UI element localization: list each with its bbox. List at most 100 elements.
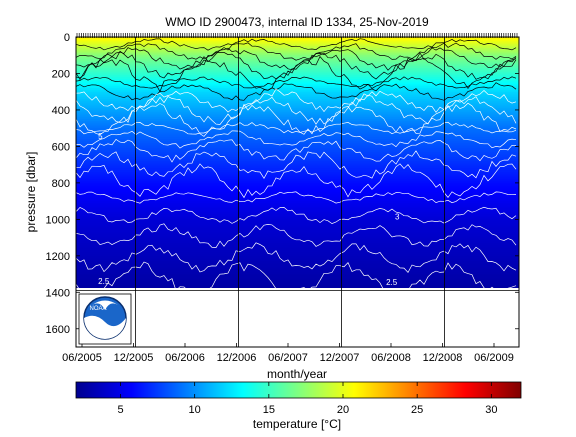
temperature-band bbox=[76, 97, 519, 100]
y-tick-label: 1000 bbox=[46, 214, 70, 226]
temperature-band bbox=[76, 184, 519, 188]
temperature-band bbox=[76, 117, 519, 120]
temperature-band bbox=[76, 99, 519, 102]
isotherm-line bbox=[76, 42, 517, 61]
temperature-band bbox=[76, 68, 519, 71]
y-tick-label: 800 bbox=[52, 178, 70, 190]
x-axis: 06/2005 12/2005 06/2006 12/2006 06/2007 12/20… bbox=[62, 343, 514, 364]
temperature-band bbox=[76, 274, 519, 277]
temperature-band bbox=[76, 135, 519, 138]
isotherm-line bbox=[76, 38, 517, 51]
temperature-band bbox=[76, 221, 519, 224]
y-tick-label: 1200 bbox=[46, 251, 70, 263]
temperature-band bbox=[76, 186, 519, 189]
temperature-band bbox=[76, 182, 519, 186]
temperature-band bbox=[76, 49, 519, 53]
temperature-band bbox=[76, 244, 519, 248]
temperature-band bbox=[76, 73, 519, 76]
temperature-band bbox=[76, 286, 519, 288]
temperature-band bbox=[76, 213, 519, 217]
isotherm-line bbox=[76, 150, 517, 179]
temperature-band bbox=[76, 193, 519, 197]
temperature-band bbox=[76, 164, 519, 168]
temperature-band bbox=[76, 226, 519, 230]
colorbar-label: temperature [°C] bbox=[253, 417, 341, 431]
temperature-band bbox=[76, 144, 519, 148]
x-tick-label: 06/2007 bbox=[268, 352, 308, 364]
isotherm-line bbox=[76, 242, 517, 273]
isotherm-line bbox=[76, 102, 517, 137]
temperature-band bbox=[76, 60, 519, 64]
isotherm-line bbox=[76, 163, 517, 199]
temperature-band bbox=[76, 268, 519, 272]
temperature-band bbox=[76, 250, 519, 253]
temperature-band bbox=[76, 47, 519, 51]
temperature-band bbox=[76, 100, 519, 104]
temperature-band bbox=[76, 170, 519, 173]
x-tick-label: 06/2008 bbox=[371, 352, 411, 364]
temperature-band bbox=[76, 257, 519, 261]
temperature-band bbox=[76, 91, 519, 95]
temperature-band bbox=[76, 162, 519, 166]
temperature-band bbox=[76, 124, 519, 127]
isotherm-line bbox=[76, 55, 517, 93]
temperature-band bbox=[76, 146, 519, 149]
temperature-band bbox=[76, 215, 519, 219]
colorbar-tick-label: 5 bbox=[117, 404, 123, 416]
temperature-band bbox=[76, 104, 519, 107]
isotherm-line bbox=[76, 223, 517, 248]
time-dividers bbox=[76, 37, 519, 347]
temperature-band bbox=[76, 75, 519, 78]
temperature-band bbox=[76, 254, 519, 257]
isotherm-line bbox=[76, 261, 517, 288]
temperature-band bbox=[76, 206, 519, 210]
x-tick-label: 12/2005 bbox=[114, 352, 154, 364]
x-tick-label: 12/2008 bbox=[423, 352, 463, 364]
temperature-band bbox=[76, 235, 519, 239]
temperature-band bbox=[76, 131, 519, 135]
isotherm-line bbox=[76, 76, 517, 89]
temperature-band bbox=[76, 224, 519, 228]
temperature-band bbox=[76, 230, 519, 233]
temperature-band bbox=[76, 177, 519, 180]
temperature-band bbox=[76, 255, 519, 259]
temperature-band bbox=[76, 228, 519, 231]
temperature-band bbox=[76, 195, 519, 199]
temperature-band bbox=[76, 166, 519, 169]
temperature-band bbox=[76, 84, 519, 87]
temperature-band bbox=[76, 232, 519, 235]
isotherm-label: 5 bbox=[98, 132, 103, 141]
temperature-band bbox=[76, 44, 519, 47]
temperature-band bbox=[76, 119, 519, 122]
temperature-band bbox=[76, 69, 519, 73]
y-tick-label: 0 bbox=[64, 32, 70, 44]
x-tick-label: 06/2005 bbox=[62, 352, 102, 364]
chart-title: WMO ID 2900473, internal ID 1334, 25-Nov… bbox=[165, 15, 429, 29]
colorbar-tick-label: 20 bbox=[337, 404, 349, 416]
isotherm-line bbox=[76, 138, 517, 163]
temperature-band bbox=[76, 219, 519, 222]
isotherm-line bbox=[76, 191, 517, 204]
isotherm-label: 3 bbox=[395, 212, 400, 221]
x-axis-label: month/year bbox=[267, 367, 327, 381]
temperature-band bbox=[76, 281, 519, 284]
temperature-band bbox=[76, 285, 519, 288]
temperature-band bbox=[76, 261, 519, 264]
temperature-band bbox=[76, 248, 519, 251]
y-tick-label: 400 bbox=[52, 105, 70, 117]
temperature-band bbox=[76, 57, 519, 60]
temperature-band bbox=[76, 53, 519, 56]
temperature-band bbox=[76, 279, 519, 282]
temperature-band bbox=[76, 264, 519, 268]
temperature-band bbox=[76, 122, 519, 126]
isotherm-line bbox=[76, 94, 517, 125]
temperature-band bbox=[76, 77, 519, 80]
colorbar-tick-label: 15 bbox=[263, 404, 275, 416]
temperature-band bbox=[76, 120, 519, 124]
isotherms: 5 3 2.5 2.5 bbox=[76, 38, 517, 288]
temperature-band bbox=[76, 71, 519, 75]
temperature-band bbox=[76, 151, 519, 155]
colorbar-tick-label: 25 bbox=[411, 404, 423, 416]
temperature-band bbox=[76, 148, 519, 151]
noaa-logo: NOAA bbox=[78, 293, 132, 345]
